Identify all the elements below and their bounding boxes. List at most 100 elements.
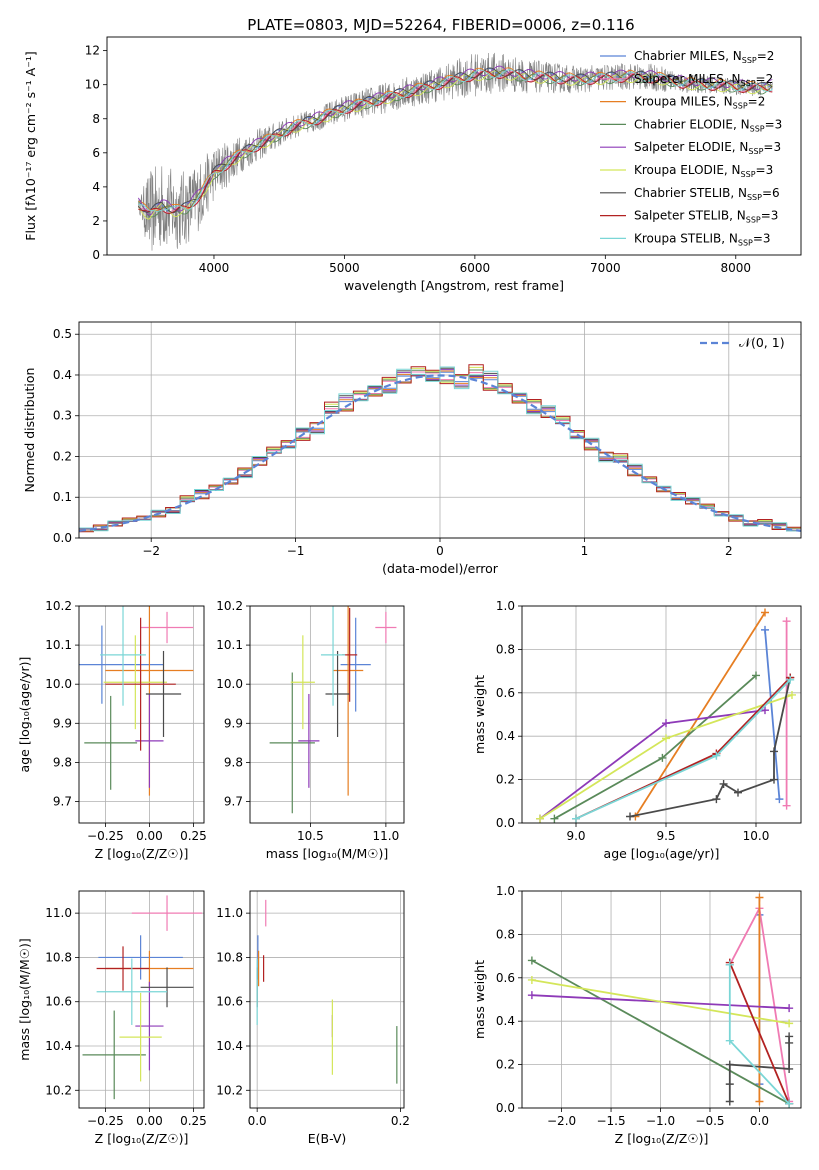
weight-marker: [725, 960, 734, 969]
spectrum-legend: Chabrier MILES, NSSP=2 Salpeter MILES, NS…: [600, 49, 782, 247]
x-tick-label: 0.25: [180, 1114, 207, 1128]
grid-lines: [79, 891, 204, 1108]
weight-marker: [785, 1019, 794, 1028]
mass-vs-metallicity-panel: −0.25 0.00 0.25 10.2 10.4 10.6 10.8 11.0 Z [log₁…: [17, 890, 207, 1146]
errorbar-point-5: [135, 693, 164, 788]
weight-marker: [662, 734, 670, 743]
errorbar-point-6: [290, 635, 315, 730]
errorbar-point-7: [325, 650, 350, 737]
x-tick-label: 11.0: [373, 829, 400, 843]
y-tick-label: 0.4: [496, 729, 515, 743]
weight-marker: [572, 814, 580, 823]
figure-title: PLATE=0803, MJD=52264, FIBERID=0006, z=0…: [247, 16, 634, 34]
weight-line: [728, 962, 790, 1105]
plot-area: [79, 606, 194, 796]
x-axis-label: age [log₁₀(age/yr)]: [604, 846, 720, 861]
weight-series-6: [536, 690, 796, 823]
weight-marker: [719, 779, 728, 788]
axes-frame: [78, 321, 802, 539]
y-tick-label: 9.7: [53, 794, 72, 808]
weight-series-4: [550, 671, 760, 823]
errorbar-point-1: [79, 625, 164, 704]
weight-series-1: [761, 625, 784, 804]
axes: 10.5 11.0 9.7 9.8 9.9 10.0 10.1 10.2 mass [log₁₀…: [216, 599, 405, 861]
y-tick-label: 6: [92, 146, 100, 160]
x-tick-label: 6000: [460, 261, 491, 275]
weight-marker: [770, 747, 778, 756]
errorbar-point-4: [82, 1010, 146, 1100]
y-tick-label: 9.9: [53, 716, 72, 730]
histogram-step-9: [79, 366, 801, 532]
weight-marker: [725, 1080, 734, 1089]
weight-marker: [785, 1099, 794, 1108]
plot-area: [536, 608, 796, 823]
x-axis-label: wavelength [Angstrom, rest frame]: [344, 278, 564, 293]
y-tick-label: 0.8: [496, 927, 515, 941]
plot-area: [269, 606, 397, 814]
y-tick-label: 8: [92, 112, 100, 126]
errorbar-point-7: [140, 967, 194, 1008]
plot-area: [527, 893, 794, 1108]
y-tick-label: 0.8: [496, 642, 515, 656]
errorbar-point-8: [105, 617, 176, 751]
axes-frame: [106, 36, 802, 256]
weight-marker: [626, 812, 634, 821]
x-axis-label: (data-model)/error: [382, 561, 499, 576]
weight-marker: [725, 1097, 734, 1106]
weight-marker: [761, 625, 769, 634]
x-tick-label: 10.5: [297, 829, 324, 843]
y-tick-label: 0.1: [53, 490, 72, 504]
weight-marker: [658, 753, 667, 762]
y-tick-label: 0.0: [53, 531, 72, 545]
errorbar-point-2: [131, 895, 203, 931]
x-tick-label: −1.0: [646, 1114, 675, 1128]
axes-frame: [249, 890, 405, 1109]
weight-line: [575, 679, 791, 820]
spectrum-panel: 4000 5000 6000 7000 8000 0 2 4 6 8 10 12 wavelength …: [23, 36, 802, 293]
x-axis-label: Z [log₁₀(Z/Z☉)]: [95, 1131, 189, 1146]
weight-marker: [527, 975, 536, 984]
gaussian-curve: [79, 374, 801, 532]
legend-entry: Kroupa MILES, NSSP=2: [634, 95, 765, 111]
x-tick-label: 0.00: [136, 1114, 163, 1128]
y-axis-label: mass weight: [472, 960, 487, 1039]
legend-entry: Chabrier MILES, NSSP=2: [634, 49, 774, 65]
x-tick-label: 5000: [329, 261, 360, 275]
x-tick-label: 0.0: [248, 1114, 267, 1128]
y-tick-label: 0.0: [496, 816, 515, 830]
axes: 0.0 0.2 10.2 10.4 10.6 10.8 11.0 E(B-V): [216, 890, 410, 1146]
legend-entry: Salpeter MILES, NSSP=2: [634, 72, 773, 88]
grid-lines: [79, 605, 204, 823]
grid-lines: [250, 891, 404, 1108]
grid-lines: [79, 322, 801, 539]
y-tick-label: 10.8: [216, 950, 243, 964]
x-tick-label: −1.5: [596, 1114, 625, 1128]
x-tick-label: −2.0: [547, 1114, 576, 1128]
x-axis-label: Z [log₁₀(Z/Z☉)]: [95, 846, 189, 861]
y-axis-label: Flux [fλ10⁻¹⁷ erg cm⁻² s⁻¹ A⁻¹]: [23, 51, 38, 240]
age-vs-metallicity-panel: −0.25 0.00 0.25 9.7 9.8 9.9 10.0 10.1 10.2 Z [log…: [17, 599, 207, 861]
weight-series-2: [782, 617, 791, 810]
weight-series-6: [527, 975, 794, 1028]
axes-frame: [78, 605, 205, 824]
weight-series-9: [572, 675, 795, 823]
errorbar-point-2: [140, 611, 194, 644]
weight-marker: [761, 608, 769, 617]
weight-marker: [785, 1064, 794, 1073]
errorbar-point-6: [103, 635, 168, 730]
x-tick-label: 4000: [199, 261, 230, 275]
model-line-5: [137, 65, 773, 216]
legend-entry: Kroupa ELODIE, NSSP=3: [634, 163, 773, 179]
mass-weight-vs-age-panel: 9.0 9.5 10.0 0.0 0.2 0.4 0.6 0.8 1.0 age [log₁₀(a…: [472, 599, 802, 861]
y-tick-label: 0.2: [53, 449, 72, 463]
y-tick-label: 1.0: [496, 884, 515, 898]
x-tick-label: 0.25: [180, 829, 207, 843]
axes: 9.0 9.5 10.0 0.0 0.2 0.4 0.6 0.8 1.0 age [log₁₀(a…: [472, 599, 802, 861]
y-axis-label: age [log₁₀(age/yr)]: [17, 657, 32, 773]
y-tick-label: 12: [85, 44, 100, 58]
legend-entry: Salpeter STELIB, NSSP=3: [634, 209, 778, 225]
x-tick-label: 0.0: [750, 1114, 769, 1128]
y-tick-label: 0.4: [496, 1014, 515, 1028]
plot-area: [79, 364, 801, 533]
y-tick-label: 9.8: [224, 755, 243, 769]
